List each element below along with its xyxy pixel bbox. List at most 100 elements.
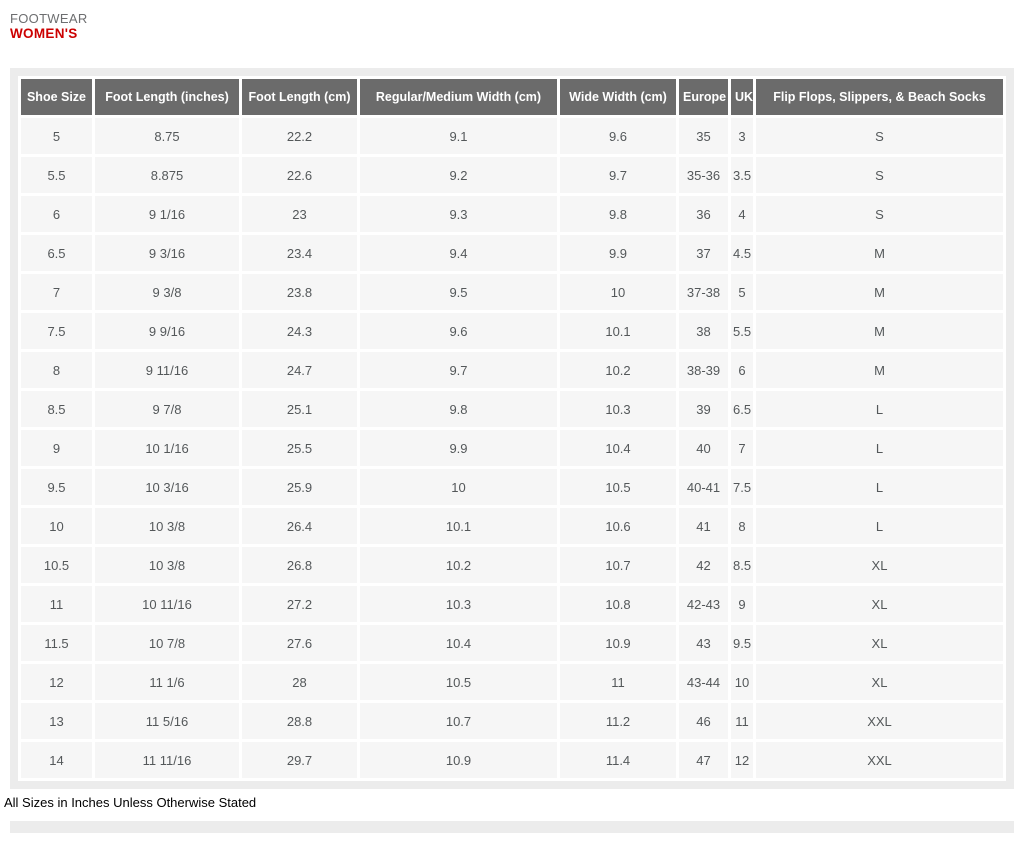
table-cell: 7 [21,274,92,310]
column-header: Foot Length (inches) [95,79,239,115]
table-cell: 11 1/6 [95,664,239,700]
table-cell: 3 [731,118,753,154]
table-cell: 10 3/8 [95,547,239,583]
table-cell: 11 [21,586,92,622]
table-cell: XL [756,625,1003,661]
table-cell: 9.1 [360,118,557,154]
table-cell: 10.1 [360,508,557,544]
page-header: FOOTWEAR WOMEN'S [0,0,1024,41]
table-cell: 3.5 [731,157,753,193]
table-cell: 41 [679,508,728,544]
table-cell: 9.2 [360,157,557,193]
table-cell: 12 [21,664,92,700]
table-cell: 13 [21,703,92,739]
table-cell: 37 [679,235,728,271]
table-row: 13 11 5/16 28.8 10.7 11.2 46 11 XXL [21,703,1003,739]
size-chart-frame: Shoe Size Foot Length (inches) Foot Length… [10,68,1014,789]
table-row: 11.5 10 7/8 27.6 10.4 10.9 43 9.5 XL [21,625,1003,661]
table-cell: M [756,235,1003,271]
table-cell: 11.5 [21,625,92,661]
table-cell: S [756,196,1003,232]
table-cell: XXL [756,742,1003,778]
table-cell: 6.5 [731,391,753,427]
table-cell: 8 [21,352,92,388]
table-cell: 11 11/16 [95,742,239,778]
table-cell: 27.2 [242,586,357,622]
table-cell: 10 [21,508,92,544]
table-cell: 38 [679,313,728,349]
table-cell: 9.5 [731,625,753,661]
header-row: Shoe Size Foot Length (inches) Foot Length… [21,79,1003,115]
table-cell: 9 1/16 [95,196,239,232]
table-cell: 9 3/8 [95,274,239,310]
table-cell: 10.5 [21,547,92,583]
table-cell: 7 [731,430,753,466]
table-cell: 9.4 [360,235,557,271]
table-cell: 10.5 [560,469,676,505]
table-cell: 14 [21,742,92,778]
table-cell: 46 [679,703,728,739]
table-cell: 10 7/8 [95,625,239,661]
table-cell: 23.4 [242,235,357,271]
table-cell: 10.7 [560,547,676,583]
table-cell: 27.6 [242,625,357,661]
table-cell: 10 1/16 [95,430,239,466]
sizes-footnote: All Sizes in Inches Unless Otherwise Sta… [4,795,257,810]
table-cell: M [756,352,1003,388]
table-cell: L [756,469,1003,505]
table-cell: 9 [731,586,753,622]
table-cell: 23 [242,196,357,232]
table-cell: 9.8 [360,391,557,427]
table-cell: L [756,391,1003,427]
table-cell: 24.7 [242,352,357,388]
table-cell: XL [756,547,1003,583]
table-cell: 5 [21,118,92,154]
table-cell: 10.1 [560,313,676,349]
column-header: UK [731,79,753,115]
table-row: 5.5 8.875 22.6 9.2 9.7 35-36 3.5 S [21,157,1003,193]
table-cell: 10 3/16 [95,469,239,505]
table-cell: 5 [731,274,753,310]
table-cell: 10.9 [360,742,557,778]
table-row: 9 10 1/16 25.5 9.9 10.4 40 7 L [21,430,1003,466]
table-cell: 9.7 [560,157,676,193]
table-cell: 9.6 [560,118,676,154]
table-cell: 9 3/16 [95,235,239,271]
table-cell: 4 [731,196,753,232]
table-cell: 6 [21,196,92,232]
category-label: FOOTWEAR [10,11,88,26]
table-cell: 9.5 [360,274,557,310]
table-cell: 29.7 [242,742,357,778]
table-body: 5 8.75 22.2 9.1 9.6 35 3 S 5.5 8.875 22.6 9.2 9.7 35-… [21,118,1003,778]
subcategory-label: WOMEN'S [10,26,78,41]
table-cell: 10.3 [360,586,557,622]
table-cell: 11 [731,703,753,739]
table-row: 12 11 1/6 28 10.5 11 43-44 10 XL [21,664,1003,700]
table-cell: 10.9 [560,625,676,661]
table-cell: 10 [360,469,557,505]
table-cell: 40 [679,430,728,466]
table-cell: 8.875 [95,157,239,193]
table-cell: 10.4 [360,625,557,661]
table-cell: 24.3 [242,313,357,349]
table-cell: XL [756,664,1003,700]
column-header: Regular/Medium Width (cm) [360,79,557,115]
table-cell: 11 [560,664,676,700]
table-row: 6.5 9 3/16 23.4 9.4 9.9 37 4.5 M [21,235,1003,271]
table-cell: 12 [731,742,753,778]
table-cell: 10.7 [360,703,557,739]
table-cell: 9.5 [21,469,92,505]
table-cell: 42 [679,547,728,583]
table-cell: 10 11/16 [95,586,239,622]
table-cell: 9 [21,430,92,466]
table-cell: 9 9/16 [95,313,239,349]
column-header: Europe [679,79,728,115]
table-cell: 10.3 [560,391,676,427]
table-cell: 22.2 [242,118,357,154]
table-cell: 11 5/16 [95,703,239,739]
column-header: Flip Flops, Slippers, & Beach Socks [756,79,1003,115]
next-section-frame-edge [10,821,1014,833]
table-cell: 28 [242,664,357,700]
